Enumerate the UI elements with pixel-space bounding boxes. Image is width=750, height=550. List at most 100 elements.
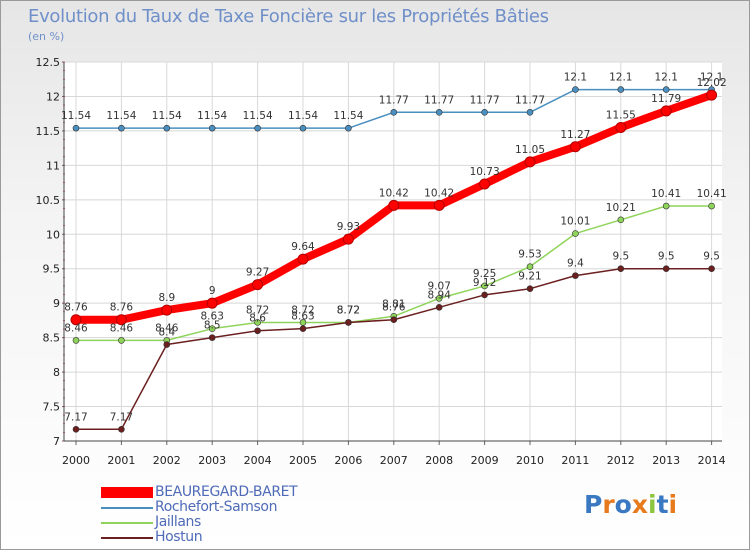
data-label: 11.54 [333,110,363,122]
data-label: 10.41 [697,188,727,200]
data-label: 12.02 [697,77,727,89]
data-label: 8.94 [428,289,452,301]
data-label: 8.46 [155,322,179,334]
x-tick-label: 2001 [107,454,135,467]
data-label: 11.54 [152,110,182,122]
y-tick-label: 7 [53,435,60,448]
logo-letter: r [602,490,615,519]
data-point [388,199,400,211]
data-point [481,291,488,299]
data-label: 9.5 [658,251,675,263]
data-point [572,86,579,93]
data-point [708,265,715,273]
data-label: 9.93 [337,221,360,233]
data-point [708,202,715,210]
data-label: 8.4 [158,327,175,339]
data-point [524,156,536,168]
data-point [208,124,216,132]
data-label: 11.54 [61,110,91,122]
y-tick-label: 8.5 [43,332,61,345]
data-point [433,199,445,211]
data-point [345,319,352,326]
data-label: 8.72 [246,304,269,316]
data-label: 8.72 [291,304,314,316]
data-label: 10.41 [651,188,681,200]
line-chart: 7 7.5 8 8.5 9 9.5 10 10.5 11 11.5 12 12.5 2000 2001 20… [36,56,727,467]
data-label: 9.07 [428,280,451,292]
data-point [662,265,670,273]
data-point [481,282,488,290]
data-label: 12.1 [609,72,632,84]
data-point [662,86,670,93]
data-label: 9.27 [246,267,269,279]
data-point [72,124,80,132]
data-label: 10.42 [424,187,454,199]
data-point [481,109,488,116]
data-point [345,124,352,132]
data-point [526,263,534,270]
data-label: 9.12 [473,277,496,289]
data-label: 9.64 [291,241,315,253]
x-tick-label: 2014 [698,454,726,467]
data-point [118,425,125,433]
data-point [617,216,625,224]
logo-letter: o [614,490,632,519]
data-label: 8.5 [204,320,221,332]
proxiti-logo: Proxiti [584,490,677,519]
x-tick-label: 2006 [334,454,362,467]
legend-swatch [101,507,153,509]
chart-title: Evolution du Taux de Taxe Foncière sur l… [28,6,549,27]
data-point [390,316,398,324]
data-label: 8.81 [382,298,405,310]
data-label: 11.77 [424,94,454,106]
data-label: 11.77 [515,94,545,106]
y-tick-label: 10.5 [36,194,61,207]
data-label: 8.6 [249,313,266,325]
data-label: 8.46 [64,322,88,334]
data-point [161,304,173,316]
legend-label: Rochefort-Samson [155,499,278,515]
logo-letter: i [648,490,657,519]
y-tick-label: 11 [46,159,60,172]
legend-swatch [101,487,153,498]
data-point [572,230,579,237]
data-label: 12.1 [700,72,723,84]
data-label: 12.1 [655,72,678,84]
data-label: 9.5 [612,251,629,263]
data-point [118,337,125,344]
data-label: 11.05 [515,144,545,156]
data-point [479,178,491,190]
data-point [163,124,171,132]
data-point [254,124,261,132]
data-label: 11.54 [106,110,136,122]
data-point [526,109,534,116]
y-tick-label: 7.5 [43,401,61,414]
logo-letter: P [584,490,603,519]
data-label: 8.76 [64,302,88,314]
data-label: 9.21 [518,271,541,283]
legend-label: BEAUREGARD-BARET [155,484,298,500]
x-tick-label: 2011 [561,454,589,467]
data-point [118,124,125,132]
data-label: 10.73 [470,166,500,178]
x-tick-label: 2002 [153,454,181,467]
legend-label: Hostun [155,529,203,545]
data-label: 8.72 [337,304,360,316]
data-point [617,86,625,93]
data-label: 11.27 [560,129,590,141]
x-tick-label: 2010 [516,454,544,467]
data-label: 7.17 [64,411,87,423]
data-label: 9 [209,285,216,297]
data-label: 11.54 [288,110,318,122]
data-label: 9.4 [567,258,584,270]
legend-swatch [101,537,153,539]
y-tick-label: 9.5 [43,263,61,276]
y-tick-label: 11.5 [36,125,61,138]
data-point [299,325,307,332]
data-point [615,121,627,133]
data-point [115,314,127,326]
data-point [526,285,534,293]
data-point [206,297,218,309]
data-point [572,272,579,279]
x-tick-label: 2007 [380,454,408,467]
